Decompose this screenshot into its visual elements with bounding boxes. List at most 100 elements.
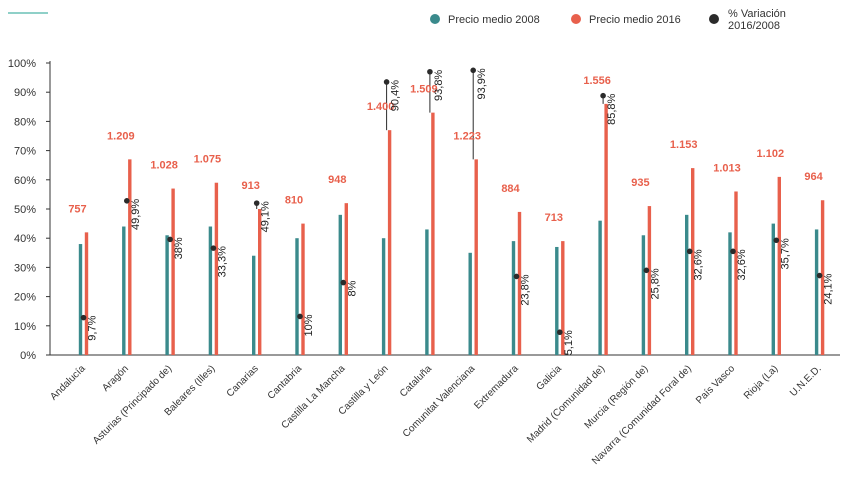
variation-point <box>686 248 693 255</box>
value-label-variation: 49,1% <box>260 201 272 232</box>
x-category-label: Aragón <box>100 363 131 394</box>
x-category-label: U.N.E.D. <box>788 363 824 399</box>
value-label-variation: 85,8% <box>606 93 618 124</box>
bars <box>78 103 825 355</box>
y-tick-label: 0% <box>20 350 36 362</box>
legend-swatch-variation <box>709 14 719 24</box>
legend-label-2008: Precio medio 2008 <box>448 14 540 26</box>
value-label-2016: 935 <box>631 177 649 189</box>
variation-point <box>167 236 173 243</box>
y-tick-label: 80% <box>14 116 36 128</box>
bar-2008 <box>381 238 386 355</box>
legend-swatch-2016 <box>571 14 581 24</box>
variation-point <box>383 79 390 85</box>
y-tick-label: 50% <box>14 204 36 216</box>
legend-label-variation-line2: 2016/2008 <box>728 20 780 32</box>
y-tick-label: 20% <box>14 292 36 304</box>
y-tick-label: 100% <box>8 58 36 70</box>
legend-label-2016: Precio medio 2016 <box>589 14 681 26</box>
variation-point <box>600 92 606 99</box>
x-category-label: Cataluña <box>398 363 434 399</box>
bar-2016 <box>604 103 608 355</box>
value-label-2016: 964 <box>804 171 823 183</box>
bar-2008 <box>122 226 126 355</box>
value-label-2016: 884 <box>501 183 520 195</box>
bar-2016 <box>561 241 565 355</box>
variation-point <box>557 329 563 336</box>
legend-swatch-2008 <box>430 14 440 24</box>
bar-2008 <box>425 229 429 355</box>
variation-point <box>730 248 736 255</box>
bar-2016 <box>171 188 175 355</box>
bar-2008 <box>208 226 213 355</box>
bar-2008 <box>641 235 646 355</box>
legend-label-variation-line1: % Variación <box>728 8 786 20</box>
x-category-label: Madrid (Comunidad de) <box>525 363 607 445</box>
value-label-variation: 8% <box>346 280 358 296</box>
y-axis: 0% 10% 20% 30% 40% 50% 60% 70% 80% 90% 100% <box>8 58 51 362</box>
value-label-variation: 24,1% <box>823 273 835 304</box>
variation-point <box>470 67 477 74</box>
y-tick-label: 60% <box>14 175 36 187</box>
y-tick-label: 70% <box>14 146 36 158</box>
value-label-variation: 5,1% <box>563 330 575 355</box>
bar-2008 <box>598 220 602 355</box>
value-label-2016: 1.102 <box>757 148 785 160</box>
legend: Precio medio 2008 Precio medio 2016 % Va… <box>430 8 786 32</box>
bar-2008 <box>338 214 342 355</box>
variation-point <box>124 198 130 204</box>
value-label-variation: 35,7% <box>779 238 791 269</box>
bar-2008 <box>468 252 472 355</box>
value-label-2016: 757 <box>68 203 86 215</box>
x-category-label: País Vasco <box>694 363 737 406</box>
bar-2008 <box>165 235 169 355</box>
bar-2008 <box>252 255 256 355</box>
value-label-variation: 9,7% <box>87 315 99 340</box>
bar-2016 <box>84 232 89 355</box>
y-tick-label: 40% <box>14 233 36 245</box>
value-label-2016: 713 <box>545 212 563 224</box>
y-tick-label: 10% <box>14 321 36 333</box>
bar-2016 <box>128 159 132 355</box>
y-tick-label: 90% <box>14 87 36 99</box>
value-label-variation: 33,3% <box>216 246 228 277</box>
bar-2008 <box>728 232 732 355</box>
legend-item-2008: Precio medio 2008 <box>430 14 540 26</box>
variation-point <box>643 267 650 274</box>
bar-2016 <box>517 211 522 355</box>
value-label-2016: 1.400 <box>367 101 395 113</box>
bar-2008 <box>295 238 299 355</box>
bar-2016 <box>431 112 435 355</box>
value-label-2016: 948 <box>328 174 346 186</box>
y-tick-label: 30% <box>14 262 36 274</box>
legend-item-variation: % Variación 2016/2008 <box>709 8 786 32</box>
value-label-2016: 1.013 <box>713 162 741 174</box>
variation-point <box>427 68 433 75</box>
bar-2016 <box>647 206 652 355</box>
variation-point <box>340 279 347 286</box>
bar-2008 <box>78 244 83 355</box>
x-category-label: Comunitat Valenciana <box>401 363 478 440</box>
bar-2016 <box>777 176 781 355</box>
value-label-variation: 32,6% <box>693 249 705 280</box>
x-category-label: Andalucía <box>48 363 88 403</box>
value-label-2016: 913 <box>242 180 260 192</box>
value-label-2016: 1.223 <box>453 130 481 142</box>
x-category-label: Canarias <box>225 363 261 399</box>
bar-2016 <box>387 130 392 355</box>
bar-2008 <box>771 223 775 355</box>
legend-item-2016: Precio medio 2016 <box>571 14 681 26</box>
bar-2016 <box>258 209 262 355</box>
bar-2016 <box>691 168 695 355</box>
x-category-label: Rioja (La) <box>742 363 780 401</box>
x-category-label: Extremadura <box>472 363 521 412</box>
bar-2008 <box>814 229 819 355</box>
variation-point <box>297 313 303 320</box>
variation-point <box>513 273 520 280</box>
bar-2008 <box>555 246 559 355</box>
bar-2008 <box>685 214 689 355</box>
variation-point <box>253 200 260 206</box>
x-category-label: Cantabria <box>266 363 305 402</box>
